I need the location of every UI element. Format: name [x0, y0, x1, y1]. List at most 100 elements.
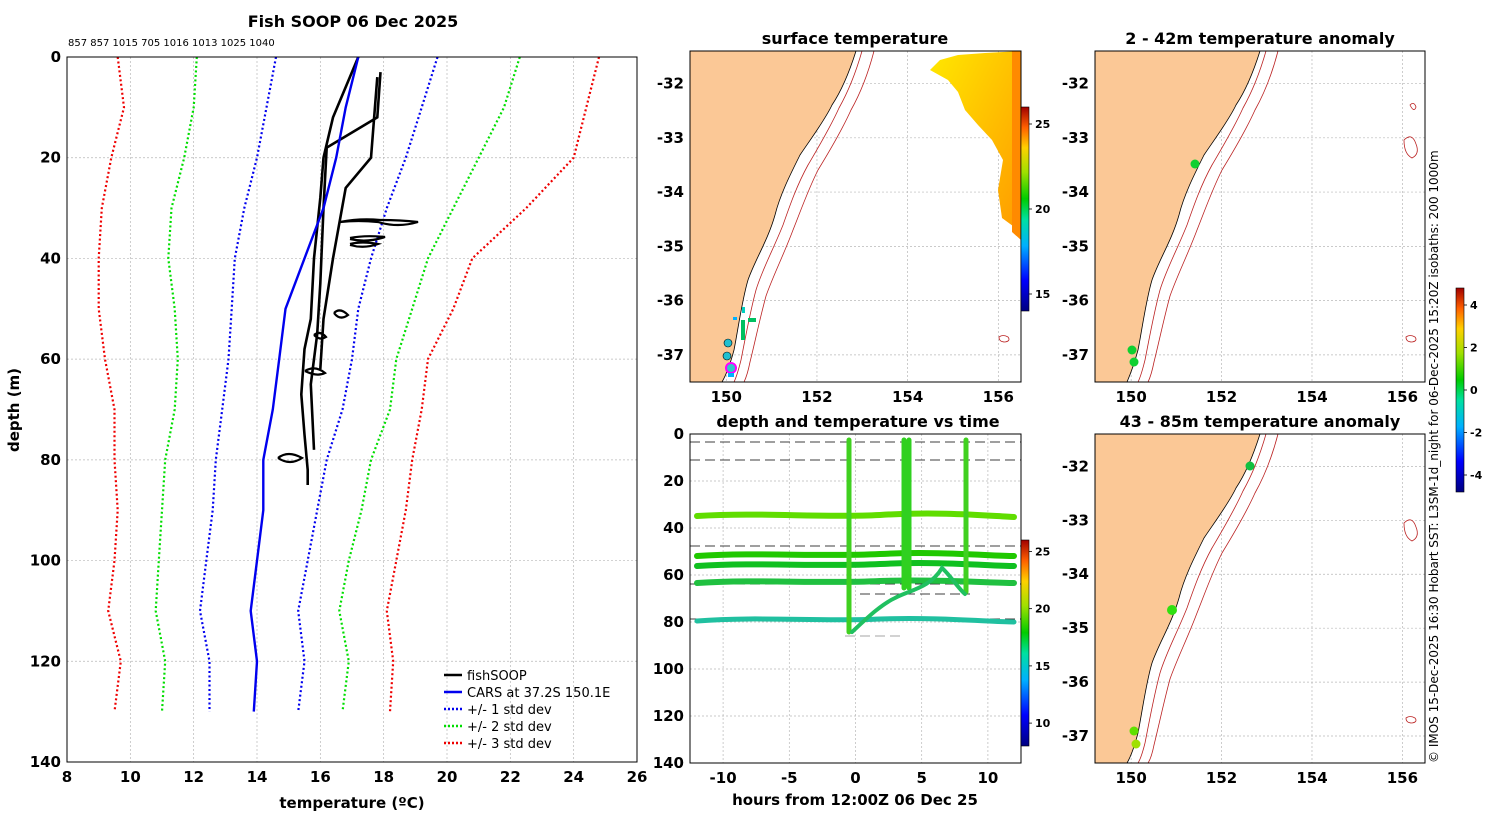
- profile-ytick: 40: [40, 249, 61, 267]
- a1-ytick: -34: [1062, 183, 1089, 201]
- s-xtick: 150: [711, 388, 742, 406]
- profile-ytick: 60: [40, 350, 61, 368]
- sst-colorbar: [1020, 106, 1030, 312]
- series--1-std-dev-5: [198, 56, 278, 712]
- anomaly-colorbar: [1455, 287, 1465, 493]
- a1-ytick: -32: [1062, 75, 1089, 93]
- time-ytick: 120: [653, 707, 684, 725]
- profile-xlabel: temperature (ºC): [279, 794, 424, 812]
- time-tracks: [694, 437, 1017, 635]
- profile-ylabel: depth (m): [5, 368, 23, 452]
- time-ytick: 140: [653, 754, 684, 772]
- anomaly2-land: [1095, 434, 1261, 763]
- series-fishsoop-0: [299, 56, 360, 485]
- a2-ytick: -33: [1062, 511, 1089, 529]
- sst-track-e: [728, 373, 734, 377]
- time-xtick: -5: [781, 769, 798, 787]
- track-57m: [694, 560, 1017, 569]
- time-ytick: 0: [674, 425, 684, 443]
- time-xtick: -10: [710, 769, 737, 787]
- anomaly1-obs-3: [1129, 357, 1139, 367]
- anomaly2-obs-1: [1245, 461, 1255, 471]
- sst-warm-patch: [930, 51, 1021, 232]
- profile-ytick: 120: [30, 652, 61, 670]
- anomaly2-obs-2: [1167, 605, 1177, 615]
- s-ytick: -32: [657, 75, 684, 93]
- profile-panel: Fish SOOP 06 Dec 2025 857 857 1015 705 1…: [5, 12, 647, 812]
- fish-profile-loops: [277, 218, 419, 464]
- time-xtick: 10: [977, 769, 998, 787]
- anomaly1-seamount-c: [1405, 335, 1417, 343]
- surface-isobath-1000: [743, 51, 875, 382]
- time-panel: depth and temperature vs time -10 -5 0 5 100…: [653, 412, 1051, 809]
- profile-xtick: 22: [500, 768, 521, 786]
- surface-obs-1: [723, 338, 733, 348]
- legend-std3: +/- 3 std dev: [467, 737, 552, 752]
- sst-east-strip: [1012, 51, 1021, 240]
- sCbTicks-label: 25: [1035, 118, 1050, 131]
- aCbTicks-label: -2: [1470, 427, 1482, 440]
- a1-ytick: -35: [1062, 237, 1089, 255]
- anomaly1-title: 2 - 42m temperature anomaly: [1125, 29, 1395, 48]
- sst-track-a: [741, 320, 745, 340]
- profile-ytick: 80: [40, 451, 61, 469]
- aCbTicks-label: 2: [1470, 342, 1478, 355]
- time-title: depth and temperature vs time: [716, 412, 999, 431]
- anomaly2-panel: 43 - 85m temperature anomaly 150 152 154 15…: [1062, 287, 1483, 787]
- anomaly1-land: [1095, 51, 1261, 382]
- a1-xtick: 156: [1387, 388, 1418, 406]
- series--2-std-dev-6: [338, 56, 521, 712]
- legend-std2: +/- 2 std dev: [467, 720, 552, 735]
- tCbTicks-label: 15: [1035, 660, 1050, 673]
- time-ytick: 80: [663, 613, 684, 631]
- profile-axes: [66, 56, 638, 763]
- surface-title: surface temperature: [762, 29, 949, 48]
- profile-ytick: 100: [30, 552, 61, 570]
- a2-xtick: 154: [1296, 769, 1327, 787]
- s-ytick: -36: [657, 292, 684, 310]
- series--3-std-dev-8: [385, 56, 601, 712]
- profile-ytick: 0: [51, 48, 61, 66]
- profile-xtick: 24: [563, 768, 584, 786]
- profile-ytick: 20: [40, 149, 61, 167]
- surface-isobath-200: [733, 51, 863, 382]
- time-colorbar-ticks: 25 20 15 10: [1029, 545, 1051, 730]
- legend-std1: +/- 1 std dev: [467, 703, 552, 718]
- time-grid: [690, 433, 1021, 764]
- surface-map-panel: surface temperature 150 152 154 156 -32 -33 -3…: [657, 29, 1051, 406]
- profile-title: Fish SOOP 06 Dec 2025: [248, 12, 458, 31]
- fish-loop-deep: [277, 309, 350, 464]
- anomaly2-isobath-200: [1137, 434, 1267, 763]
- profile-xtick: 20: [437, 768, 458, 786]
- sst-track-b: [748, 318, 756, 322]
- a2-ytick: -35: [1062, 619, 1089, 637]
- series-cars-at-37-2s-150-1e-3: [249, 56, 360, 712]
- a1-ytick: -36: [1062, 292, 1089, 310]
- profile-ticks: 8 10 12 14 16 18 20 22 24 26 0 20 40 60 80 100 120 140: [30, 48, 648, 786]
- s-ytick: -37: [657, 346, 684, 364]
- anomaly2-obs-4: [1131, 739, 1141, 749]
- anomaly2-seamount-a: [1403, 519, 1418, 542]
- series-fishsoop-2: [319, 76, 379, 370]
- anomaly1-axes: [1094, 50, 1426, 383]
- surface-seamount: [998, 335, 1010, 343]
- profile-series: [97, 56, 601, 712]
- anomaly1-seamount-b: [1409, 103, 1417, 110]
- time-ytick: 20: [663, 472, 684, 490]
- tCbTicks-label: 20: [1035, 603, 1051, 616]
- s-xtick: 154: [892, 388, 923, 406]
- surface-ticks: 150 152 154 156 -32 -33 -34 -35 -36 -37: [657, 75, 1014, 406]
- track-35m: [694, 510, 1017, 520]
- a2-xtick: 156: [1387, 769, 1418, 787]
- anomaly2-ticks: 150 152 154 156 -32 -33 -34 -35 -36 -37: [1062, 457, 1418, 787]
- fish-loop-35m: [339, 218, 419, 248]
- side-caption: © IMOS 15-Dec-2025 16:30 Hobart SST: L3S…: [1427, 150, 1441, 763]
- anomaly1-panel: 2 - 42m temperature anomaly 150 152 154 156…: [1062, 29, 1426, 406]
- profile-xtick: 12: [183, 768, 204, 786]
- s-xtick: 152: [801, 388, 832, 406]
- s-ytick: -33: [657, 129, 684, 147]
- time-ytick: 100: [653, 660, 684, 678]
- a1-ytick: -33: [1062, 129, 1089, 147]
- legend-fishsoop: fishSOOP: [467, 669, 527, 684]
